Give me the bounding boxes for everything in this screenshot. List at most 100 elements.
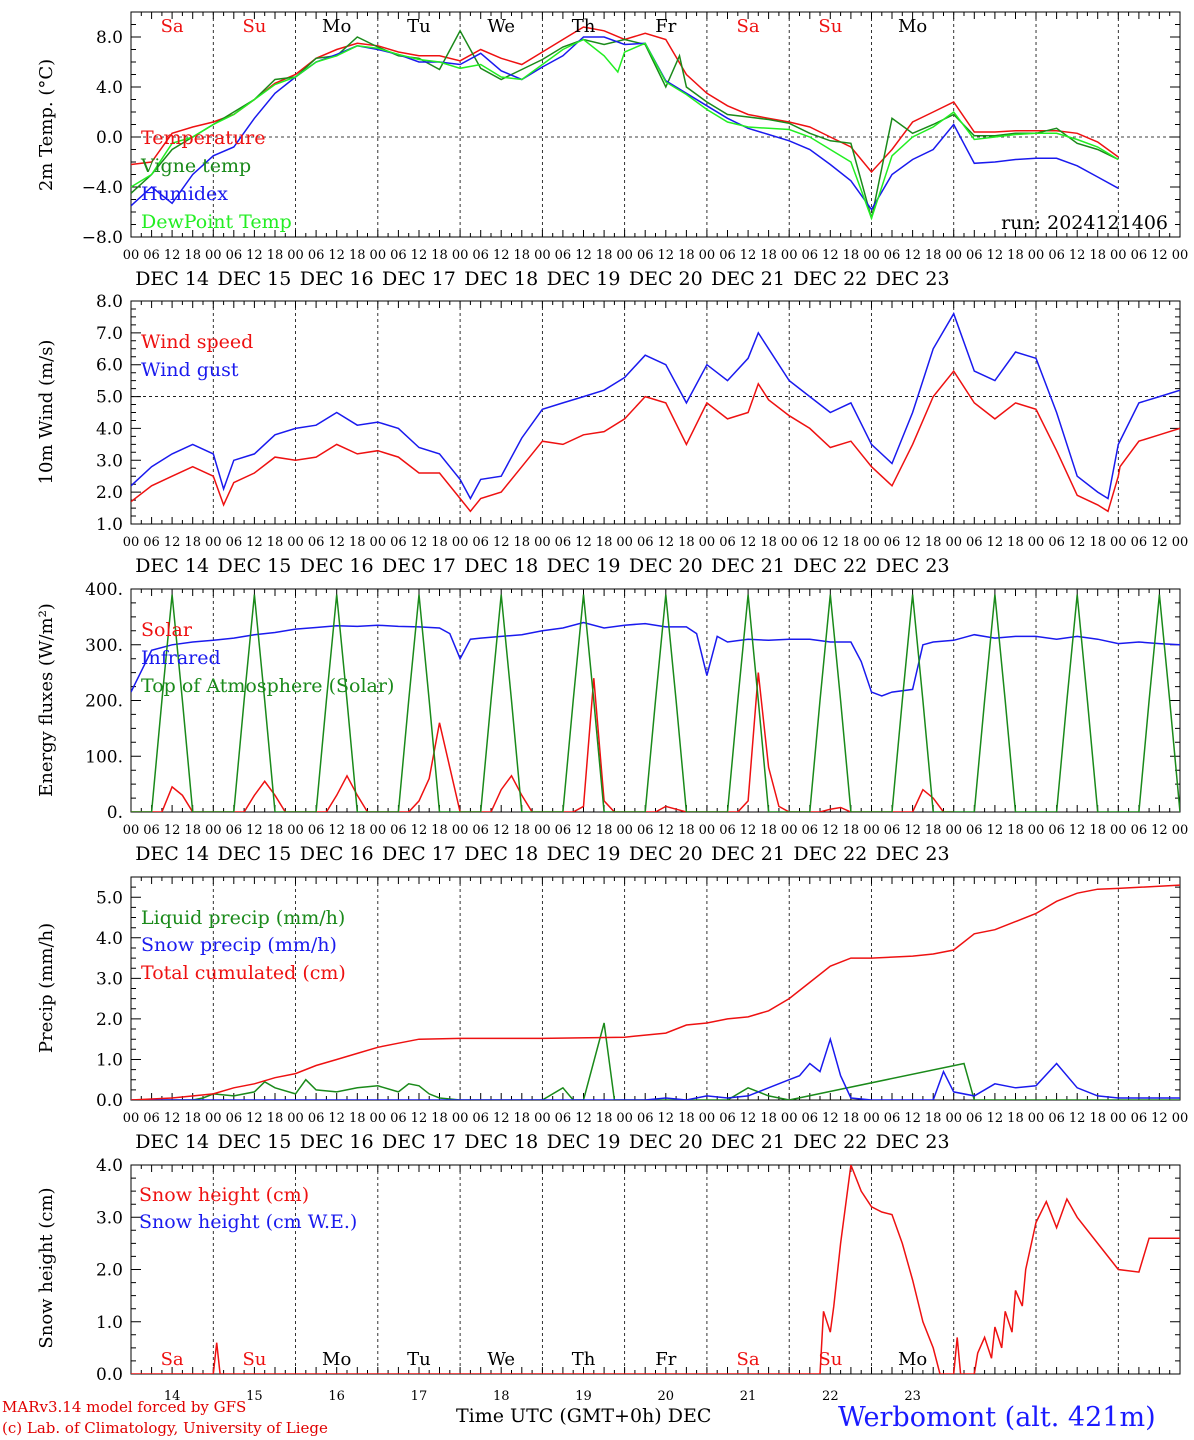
- hour-tick-label: 18: [431, 535, 448, 550]
- date-label: DEC 20: [629, 1131, 703, 1153]
- hour-tick-label: 12: [987, 823, 1004, 838]
- hour-tick-label: 00: [1028, 535, 1045, 550]
- hour-tick-label: 12: [493, 535, 510, 550]
- hour-tick-label: 06: [308, 248, 325, 263]
- weekday-label: Su: [242, 1349, 266, 1370]
- hour-tick-label: 00: [123, 823, 140, 838]
- hour-tick-label: 06: [801, 535, 818, 550]
- hour-tick-label: 06: [637, 823, 654, 838]
- y-ticks: [131, 300, 1180, 525]
- date-label: DEC 16: [300, 843, 374, 865]
- y-tick-label: 6.0: [96, 356, 123, 376]
- hour-tick-label: 06: [390, 1111, 407, 1126]
- hour-tick-label: 18: [349, 1111, 366, 1126]
- y-tick-label: 0.0: [96, 1091, 123, 1111]
- date-label: DEC 18: [464, 1131, 538, 1153]
- hour-tick-label: 18: [1089, 1111, 1106, 1126]
- hour-tick-label: 00: [945, 1111, 962, 1126]
- date-label: DEC 19: [547, 268, 621, 290]
- hour-tick-label: 12: [904, 1111, 921, 1126]
- hour-tick-label: 00: [616, 248, 633, 263]
- date-label: DEC 16: [300, 555, 374, 577]
- weekday-label: Mo: [898, 1349, 927, 1370]
- hour-tick-label: 12: [740, 535, 757, 550]
- hour-tick-label: 12: [328, 248, 345, 263]
- date-label: DEC 22: [793, 268, 867, 290]
- hour-tick-label: 00: [205, 248, 222, 263]
- hour-tick-label: 06: [637, 535, 654, 550]
- hour-tick-label: 12: [328, 1111, 345, 1126]
- hour-tick-label: 06: [884, 1111, 901, 1126]
- date-label: DEC 18: [464, 843, 538, 865]
- series-line: [131, 1036, 1180, 1100]
- date-label: DEC 17: [382, 1131, 456, 1153]
- y-tick-label: 300.: [85, 636, 123, 656]
- legend-entry: Solar: [141, 619, 193, 641]
- hour-tick-label: 18: [925, 1111, 942, 1126]
- date-label: DEC 23: [876, 1131, 950, 1153]
- lab-credit: (c) Lab. of Climatology, University of L…: [2, 1419, 328, 1437]
- hour-tick-label: 18: [267, 248, 284, 263]
- hour-tick-label: 00: [863, 1111, 880, 1126]
- series-line: [131, 1022, 1180, 1100]
- weekday-label: Su: [818, 16, 842, 37]
- hour-tick-label: 18: [678, 535, 695, 550]
- hour-tick-label: 06: [472, 1111, 489, 1126]
- hour-tick-label: 12: [904, 535, 921, 550]
- hour-tick-label: 00: [1110, 248, 1127, 263]
- hour-tick-label: 00: [1172, 535, 1189, 550]
- hour-tick-label: 00: [123, 248, 140, 263]
- hour-tick-label: 00: [123, 535, 140, 550]
- weekday-label: Mo: [322, 1349, 351, 1370]
- y-tick-label: 2.0: [96, 1261, 123, 1281]
- legend-entry: Snow height (cm): [139, 1184, 309, 1206]
- weekday-label: Th: [572, 16, 596, 37]
- hour-tick-label: 18: [760, 1111, 777, 1126]
- weekday-label: Sa: [161, 16, 184, 37]
- date-label: DEC 19: [547, 555, 621, 577]
- date-label: DEC 22: [793, 1131, 867, 1153]
- hour-tick-label: 12: [246, 248, 263, 263]
- date-label: DEC 18: [464, 555, 538, 577]
- hour-tick-label: 18: [1089, 248, 1106, 263]
- date-label: DEC 21: [711, 1131, 785, 1153]
- y-tick-label: 5.0: [96, 388, 123, 408]
- hour-tick-label: 18: [678, 1111, 695, 1126]
- hour-tick-label: 12: [575, 248, 592, 263]
- x-minor-ticks: [130, 12, 1181, 237]
- hour-tick-label: 18: [596, 535, 613, 550]
- hour-tick-label: 18: [843, 1111, 860, 1126]
- date-label: DEC 19: [547, 1131, 621, 1153]
- hour-tick-label: 06: [143, 248, 160, 263]
- weekday-label: Mo: [322, 16, 351, 37]
- y-tick-label: 1.0: [96, 1050, 123, 1070]
- hour-tick-label: 18: [349, 248, 366, 263]
- y-tick-label: 3.0: [96, 451, 123, 471]
- x-minor-ticks: [130, 301, 1181, 524]
- hour-tick-label: 06: [308, 535, 325, 550]
- hour-tick-label: 06: [801, 248, 818, 263]
- hour-tick-label: 00: [1028, 248, 1045, 263]
- hour-tick-label: 12: [822, 1111, 839, 1126]
- hour-tick-label: 18: [267, 1111, 284, 1126]
- hour-tick-label: 06: [555, 248, 572, 263]
- hour-tick-label: 12: [1069, 535, 1086, 550]
- y-tick-label: 0.0: [96, 128, 123, 148]
- y-tick-label: 3.0: [96, 969, 123, 989]
- hour-tick-label: 18: [431, 1111, 448, 1126]
- hour-tick-label: 06: [884, 248, 901, 263]
- hour-tick-label: 18: [514, 823, 531, 838]
- y-axis-label: Precip (mm/h): [36, 923, 57, 1053]
- hour-tick-label: 18: [1007, 823, 1024, 838]
- hour-tick-label: 00: [205, 823, 222, 838]
- station-name: Werbomont (alt. 421m): [838, 1402, 1156, 1433]
- hour-tick-label: 18: [267, 823, 284, 838]
- legend-entry: DewPoint Temp: [141, 211, 292, 233]
- date-label: DEC 15: [217, 1131, 291, 1153]
- hour-tick-label: 18: [925, 248, 942, 263]
- hour-tick-label: 18: [349, 823, 366, 838]
- hour-tick-label: 18: [184, 535, 201, 550]
- x-minor-ticks: [130, 1165, 1181, 1374]
- series-line: [131, 884, 1180, 1100]
- hour-tick-label: 00: [699, 823, 716, 838]
